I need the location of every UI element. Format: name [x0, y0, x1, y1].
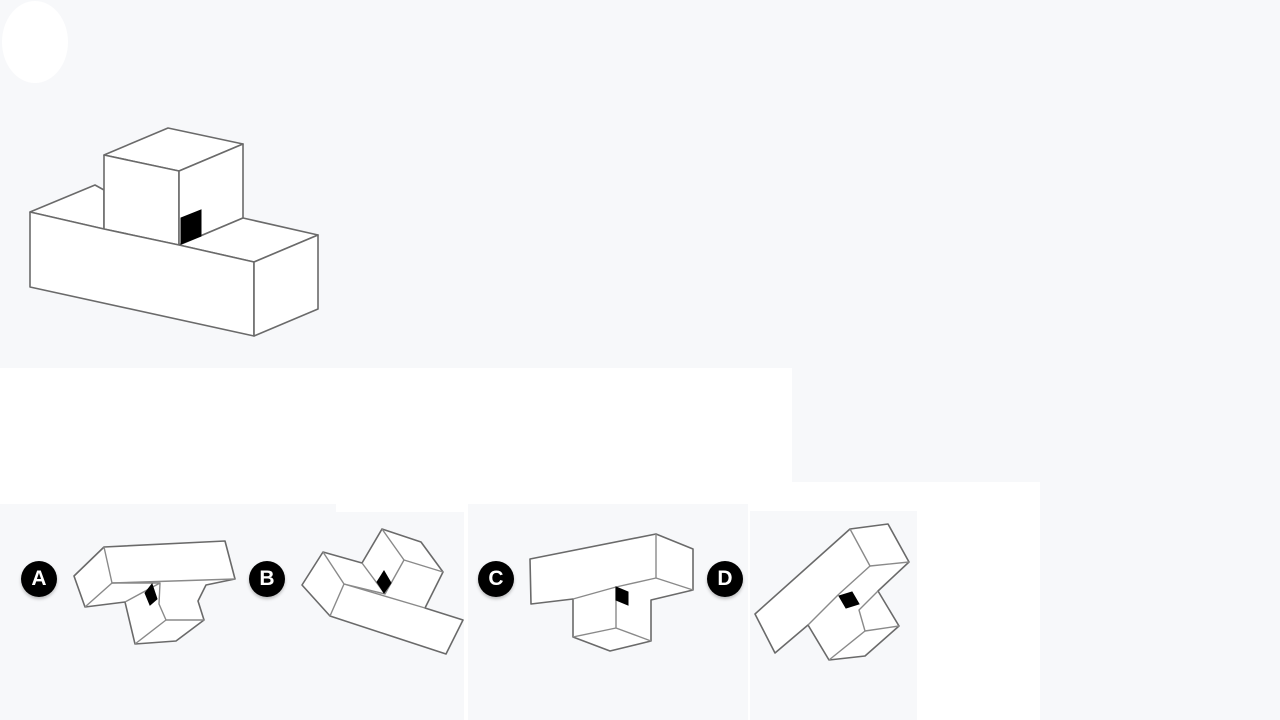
- option-a-shape: [73, 540, 236, 645]
- option-c-button[interactable]: C: [478, 561, 514, 597]
- option-a-letter: A: [31, 567, 47, 590]
- option-c-shape: [529, 533, 694, 652]
- option-a-button[interactable]: A: [21, 561, 57, 597]
- option-d-shape: [754, 523, 910, 661]
- option-d-letter: D: [717, 567, 733, 590]
- divider: [464, 504, 468, 720]
- option-b-shape: [301, 528, 464, 655]
- white-band: [0, 368, 792, 504]
- option-c-letter: C: [488, 567, 504, 590]
- option-b-button[interactable]: B: [249, 561, 285, 597]
- top-left-circle: [2, 1, 68, 83]
- white-tab: [336, 482, 464, 512]
- option-d-button[interactable]: D: [707, 561, 743, 597]
- option-b-letter: B: [259, 567, 275, 590]
- reference-shape: [29, 127, 319, 337]
